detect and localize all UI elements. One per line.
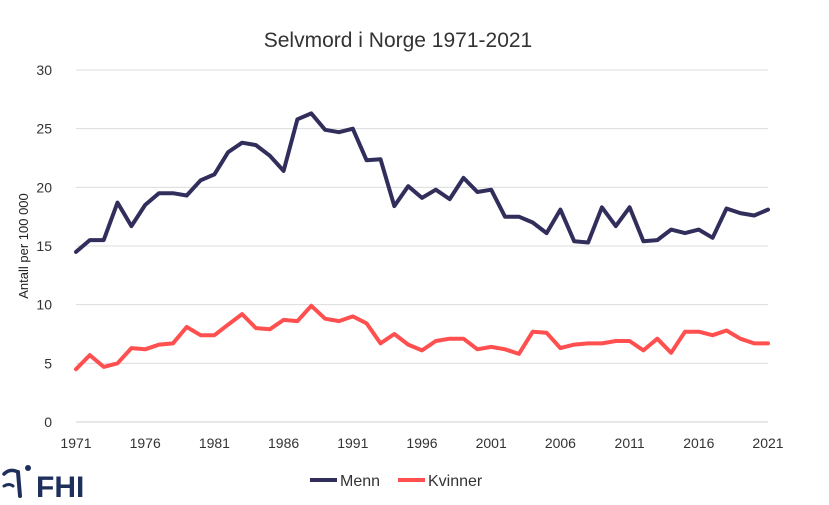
y-tick-labels: 0 5 10 15 20 25 30 — [36, 62, 52, 430]
x-tick-label: 2021 — [752, 435, 783, 451]
x-tick-label: 2016 — [683, 435, 714, 451]
legend: Menn Kvinner — [310, 473, 483, 490]
x-tick-label: 1976 — [130, 435, 161, 451]
y-tick-label: 25 — [36, 121, 52, 137]
y-tick-label: 10 — [36, 297, 52, 313]
fhi-logo-icon — [2, 465, 31, 498]
x-tick-label: 1981 — [199, 435, 230, 451]
x-tick-label: 1971 — [60, 435, 91, 451]
gridlines — [76, 69, 768, 423]
series-line-kvinner — [74, 303, 770, 372]
y-tick-label: 15 — [36, 238, 52, 254]
fhi-logo-text: FHI — [36, 471, 84, 504]
fhi-logo: FHI — [2, 465, 84, 504]
x-tick-label: 1991 — [337, 435, 368, 451]
x-tick-label: 1996 — [406, 435, 437, 451]
series-lines — [74, 111, 770, 372]
legend-label-kvinner: Kvinner — [428, 473, 483, 490]
legend-label-menn: Menn — [340, 473, 380, 490]
x-tick-label: 2006 — [545, 435, 576, 451]
y-tick-label: 5 — [44, 355, 52, 371]
y-tick-label: 0 — [44, 414, 52, 430]
chart-title: Selvmord i Norge 1971-2021 — [264, 29, 533, 52]
x-tick-label: 2001 — [476, 435, 507, 451]
x-tick-labels: 1971 1976 1981 1986 1991 1996 2001 2006 2011 2016… — [60, 435, 783, 451]
y-axis-label: Antall per 100 000 — [16, 193, 31, 299]
series-line-menn — [74, 111, 770, 254]
y-tick-label: 20 — [36, 179, 52, 195]
x-tick-label: 2011 — [615, 435, 645, 451]
y-tick-label: 30 — [36, 62, 52, 78]
x-tick-label: 1986 — [268, 435, 299, 451]
